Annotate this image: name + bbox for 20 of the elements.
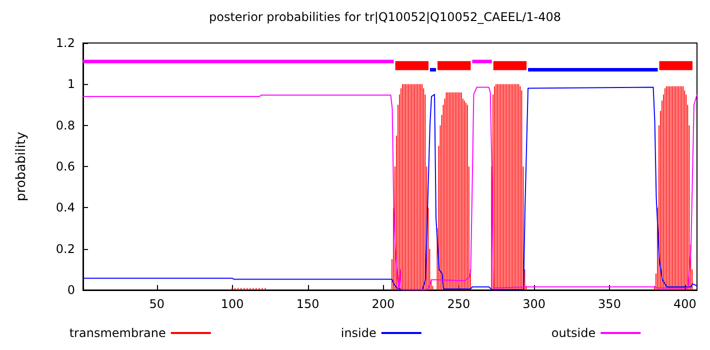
x-tick-label: 200 xyxy=(372,297,395,311)
x-tick-label: 350 xyxy=(598,297,621,311)
x-tick-label: 250 xyxy=(447,297,470,311)
x-tick-label: 300 xyxy=(522,297,546,311)
y-tick-label: 0.8 xyxy=(56,118,75,132)
legend-label: outside xyxy=(551,326,596,340)
y-tick-label: 0 xyxy=(67,283,75,297)
y-tick-label: 0.2 xyxy=(56,242,75,256)
x-tick-label: 150 xyxy=(296,297,320,311)
x-tick-label: 400 xyxy=(673,297,696,311)
x-tick-label: 50 xyxy=(149,297,165,311)
legend-label: transmembrane xyxy=(69,326,166,340)
chart-title: posterior probabilities for tr|Q10052|Q10052_CAEEL/1-408 xyxy=(209,10,561,24)
y-axis-title: probability xyxy=(14,132,29,202)
y-tick-label: 1 xyxy=(67,77,75,92)
y-tick-label: 0.4 xyxy=(56,200,75,215)
y-tick-label: 1.2 xyxy=(56,36,75,50)
y-tick-label: 0.6 xyxy=(56,160,75,174)
x-tick-label: 100 xyxy=(220,297,244,311)
legend-label: inside xyxy=(340,326,376,340)
